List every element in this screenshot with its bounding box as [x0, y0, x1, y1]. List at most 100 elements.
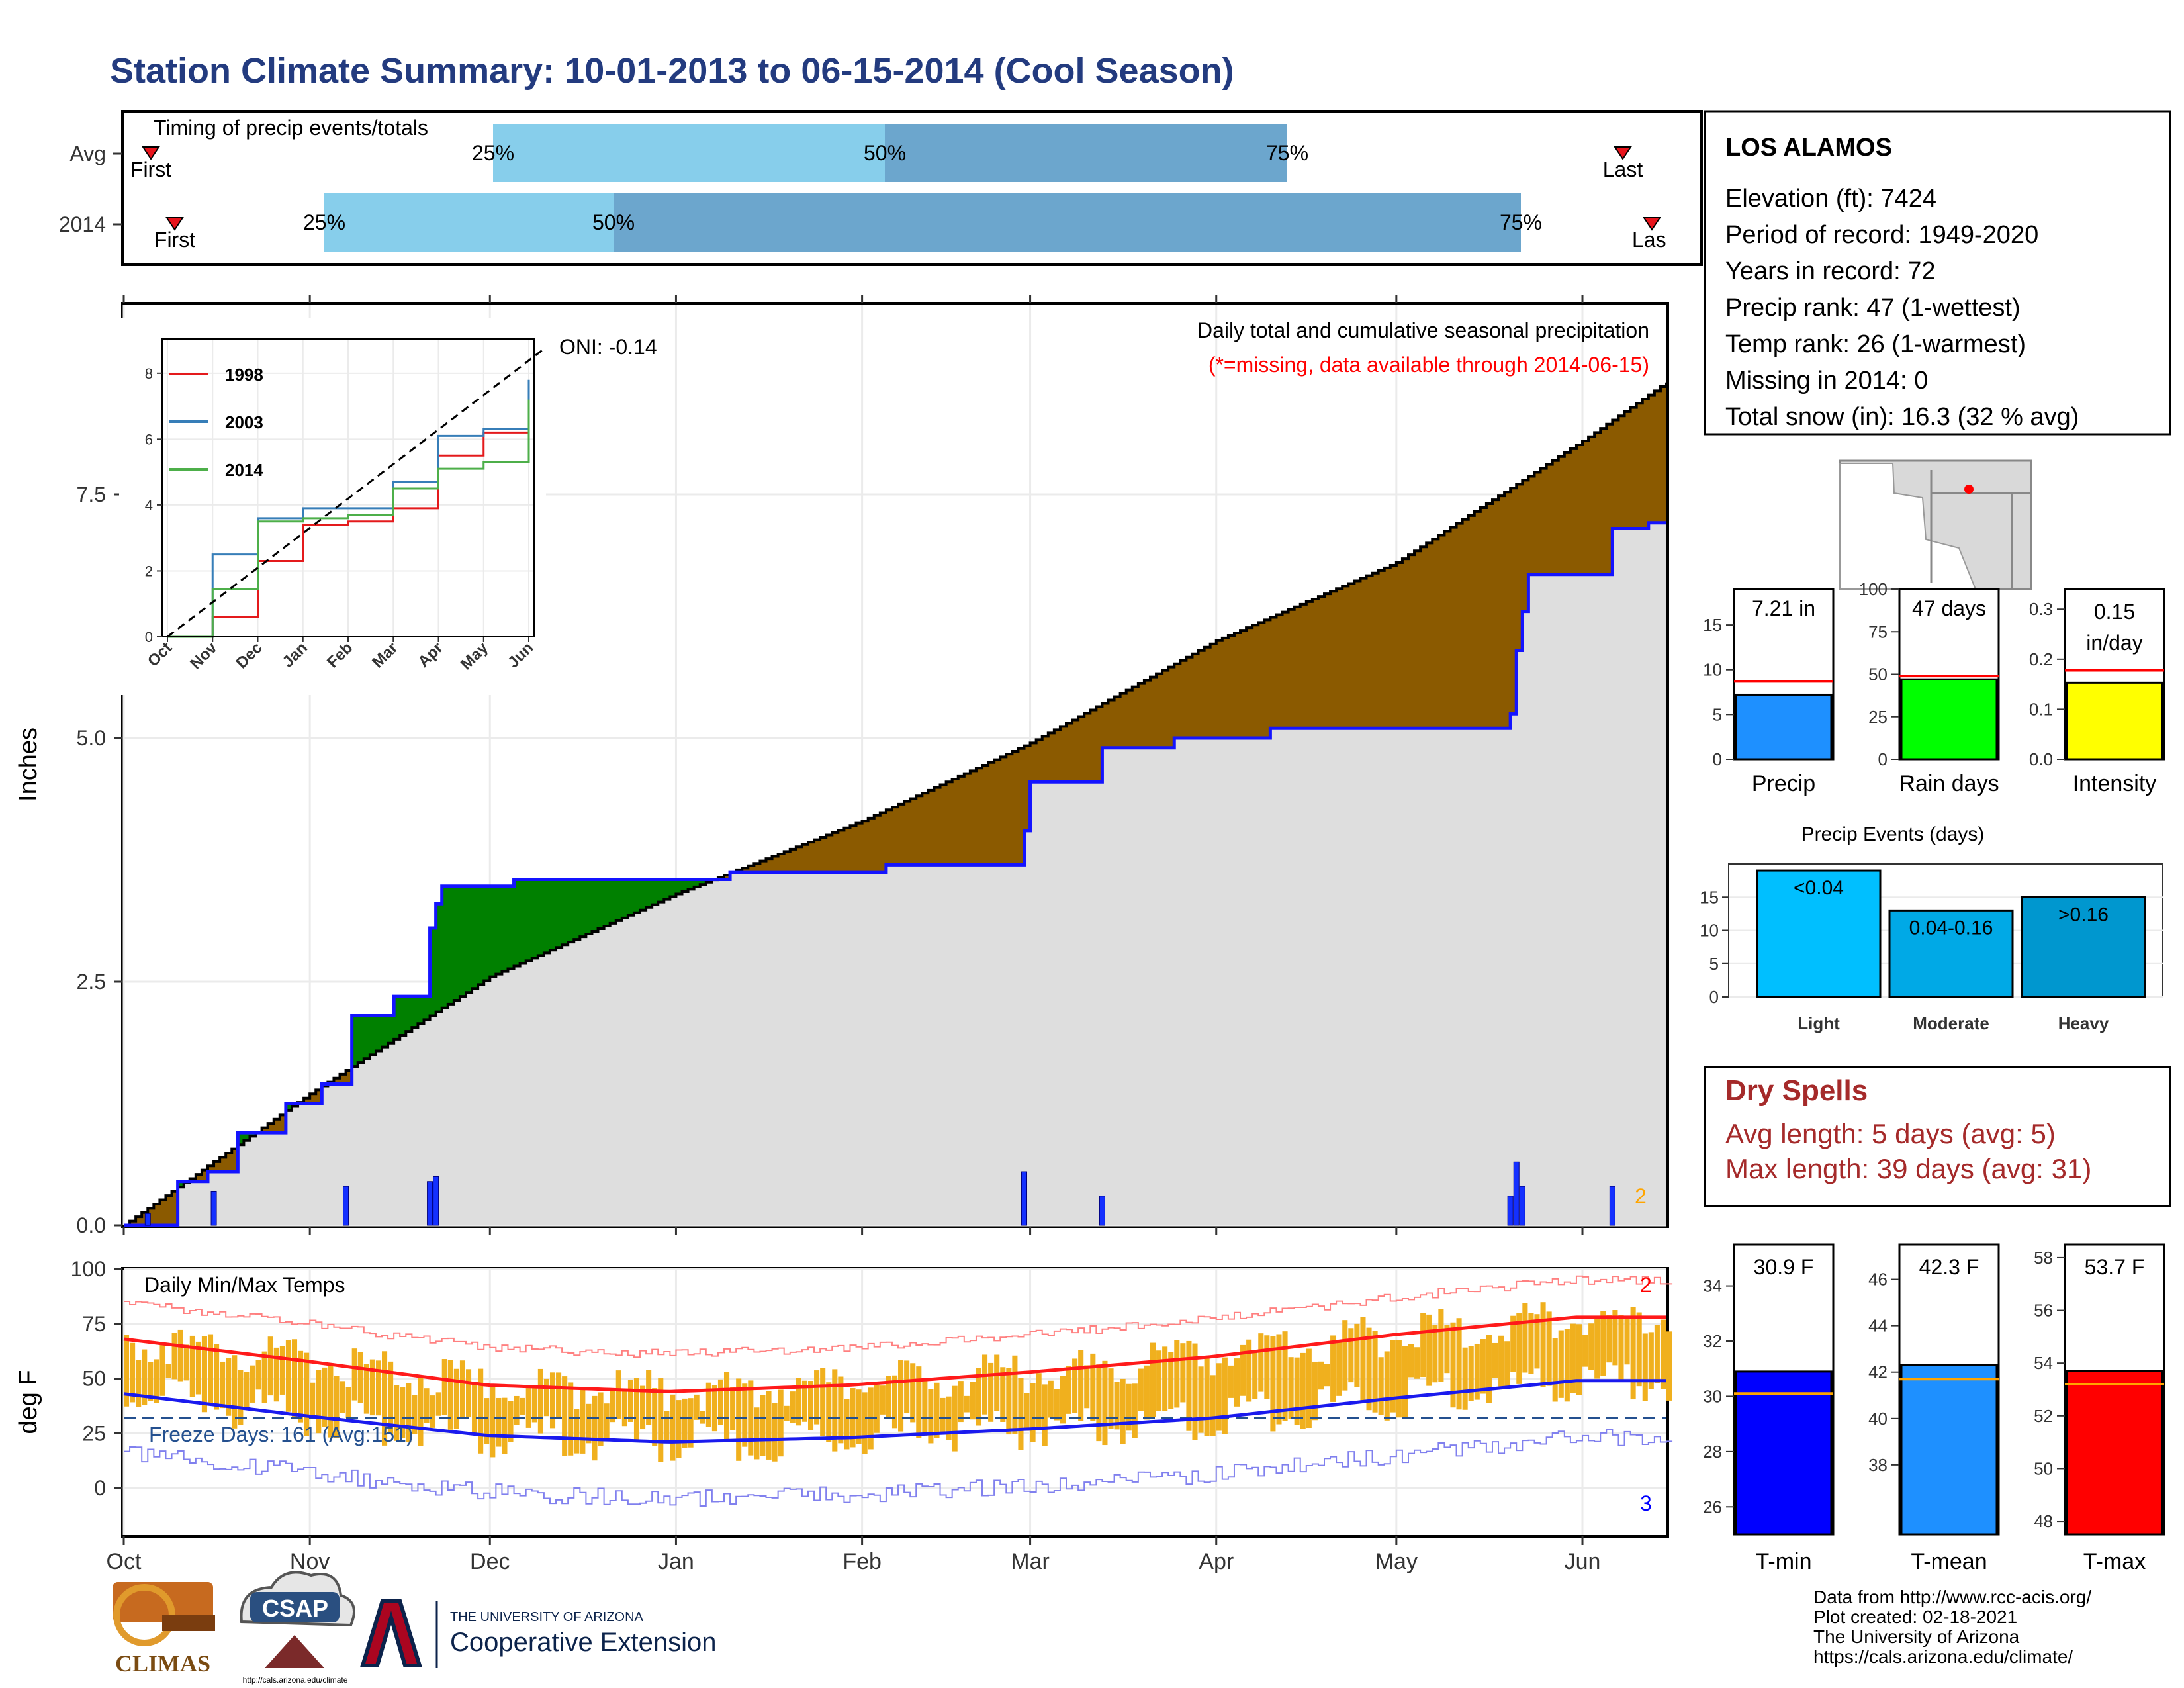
- daily-temp-bar: [1612, 1310, 1618, 1366]
- daily-temp-bar: [1264, 1335, 1270, 1399]
- summary-value-line-2: in/day: [2086, 631, 2142, 655]
- summary-label-Precip: Precip: [1752, 771, 1815, 796]
- daily-temp-bar: [159, 1344, 165, 1396]
- month-axis: Oct Nov Dec Jan Feb Mar Apr May Jun: [107, 1536, 1600, 1574]
- inset-line-2014: [167, 399, 530, 638]
- daily-temp-bar: [328, 1366, 334, 1438]
- daily-temp-bar: [1000, 1367, 1006, 1422]
- daily-temp-bar: [232, 1355, 238, 1429]
- daily-temp-bar: [1036, 1373, 1042, 1430]
- daily-temp-bar: [904, 1360, 910, 1414]
- station-precip-rank: Precip rank: 47 (1-wettest): [1725, 294, 2021, 322]
- daily-temp-bar: [267, 1336, 273, 1396]
- events-chart: 0 5 10 15 <0.04 Light 0.04-0.16 Moderate >0.16 He…: [1700, 863, 2163, 1033]
- daily-temp-bar: [1174, 1340, 1180, 1408]
- daily-temp-bar: [430, 1395, 435, 1428]
- daily-temp-bar: [238, 1370, 244, 1425]
- daily-temp-bar: [1228, 1365, 1234, 1398]
- daily-temp-bar: [340, 1381, 345, 1413]
- temp-summary-y-tick-label: 58: [2034, 1248, 2053, 1268]
- daily-temp-bar: [1318, 1361, 1324, 1390]
- summary-label-Intensity: Intensity: [2073, 771, 2157, 796]
- summary-y-tick-label: 0.0: [2029, 749, 2053, 769]
- timing-2014-p25: 25%: [303, 211, 345, 234]
- daily-temp-bar: [1336, 1341, 1342, 1396]
- climas-logo-bar: [162, 1615, 215, 1631]
- timing-row-label-avg: Avg: [69, 142, 106, 165]
- daily-temp-bar: [478, 1368, 484, 1454]
- footer-plot-created: Plot created: 02-18-2021: [1813, 1607, 2017, 1627]
- daily-temp-bar: [418, 1376, 424, 1446]
- daily-temp-bar: [598, 1392, 604, 1446]
- daily-temp-bar: [790, 1391, 796, 1423]
- daily-temp-bar: [1288, 1357, 1294, 1419]
- station-total-snow: Total snow (in): 16.3 (32 % avg): [1725, 403, 2079, 431]
- daily-temp-bar: [580, 1389, 586, 1454]
- daily-temp-bar: [676, 1400, 682, 1458]
- daily-temp-bar: [754, 1407, 760, 1460]
- daily-temp-bar: [886, 1376, 891, 1417]
- daily-temp-bar: [285, 1340, 291, 1412]
- daily-temp-bar: [310, 1382, 316, 1417]
- daily-temp-bar: [201, 1336, 207, 1413]
- daily-temp-bar: [988, 1362, 994, 1422]
- timing-row-label-2014: 2014: [59, 212, 106, 236]
- inset-line-1998: [167, 393, 530, 638]
- summary-value-Precip: 7.21 in: [1752, 596, 1815, 620]
- daily-temp-bar: [772, 1403, 778, 1462]
- daily-temp-bar: [142, 1349, 148, 1405]
- station-missing: Missing in 2014: 0: [1725, 367, 1928, 395]
- temp-y-tick-label: 75: [82, 1312, 106, 1336]
- dry-spells-frame: [1704, 1066, 2171, 1207]
- month-tick-label: Dec: [470, 1549, 510, 1574]
- map-outside-region: [1839, 463, 1977, 590]
- daily-temp-bar: [1186, 1340, 1192, 1431]
- daily-temp-bar: [958, 1381, 964, 1423]
- daily-temp-bar: [1564, 1329, 1570, 1402]
- daily-temp-bar: [496, 1397, 502, 1447]
- observed-cumulative-line: [124, 521, 1666, 1227]
- daily-temp-bar: [1030, 1383, 1036, 1442]
- inset-y-tick-label: 4: [145, 497, 153, 514]
- summary-y-tick-label: 5: [1713, 704, 1722, 724]
- daily-temp-bar: [1510, 1315, 1516, 1372]
- daily-temp-bar: [1642, 1333, 1648, 1401]
- locator-map: [1839, 459, 2032, 590]
- timing-2014-first-marker: [165, 217, 184, 231]
- daily-temp-bar: [406, 1383, 412, 1442]
- daily-temp-bar: [1666, 1331, 1672, 1401]
- summary-y-tick-label: 10: [1703, 660, 1722, 680]
- daily-temp-bar: [183, 1344, 189, 1381]
- temp-y-tick-label: 100: [71, 1257, 106, 1281]
- daily-temp-bar: [801, 1380, 807, 1422]
- daily-temp-bar: [382, 1351, 388, 1446]
- daily-temp-bar: [586, 1403, 592, 1444]
- daily-temp-bar: [273, 1347, 279, 1402]
- events-bar-Light: [1756, 869, 1882, 998]
- daily-temp-bar: [1528, 1313, 1534, 1374]
- events-y-tick-label: 10: [1700, 921, 1719, 941]
- temp-y-axis: 0 25 50 75 100: [71, 1257, 122, 1500]
- daily-temp-bar: [1576, 1324, 1582, 1395]
- daily-temp-bar: [1378, 1357, 1384, 1415]
- inset-y-tick-label: 0: [145, 629, 153, 645]
- station-years: Years in record: 72: [1725, 258, 1936, 285]
- daily-temp-bar: [1246, 1339, 1252, 1402]
- daily-temp-bar: [441, 1359, 447, 1415]
- daily-temp-bar: [1360, 1317, 1366, 1403]
- daily-temp-bar: [508, 1401, 514, 1442]
- temp-summary-bar-T-mean: [1900, 1364, 1998, 1536]
- daily-temp-bar: [1582, 1335, 1588, 1367]
- summary-y-tick-label: 0.1: [2029, 699, 2053, 719]
- daily-temp-bar: [1522, 1303, 1528, 1373]
- daily-temp-bar: [1162, 1346, 1168, 1411]
- daily-temp-bar: [1234, 1358, 1240, 1407]
- station-elevation: Elevation (ft): 7424: [1725, 185, 1936, 212]
- inset-lines: [167, 349, 543, 638]
- daily-temp-bar: [1216, 1363, 1222, 1431]
- month-tick-label: Jan: [658, 1549, 694, 1574]
- daily-temp-bar: [1426, 1314, 1432, 1386]
- daily-temp-bar: [279, 1346, 285, 1395]
- avg-cumulative-area: [124, 522, 1666, 1225]
